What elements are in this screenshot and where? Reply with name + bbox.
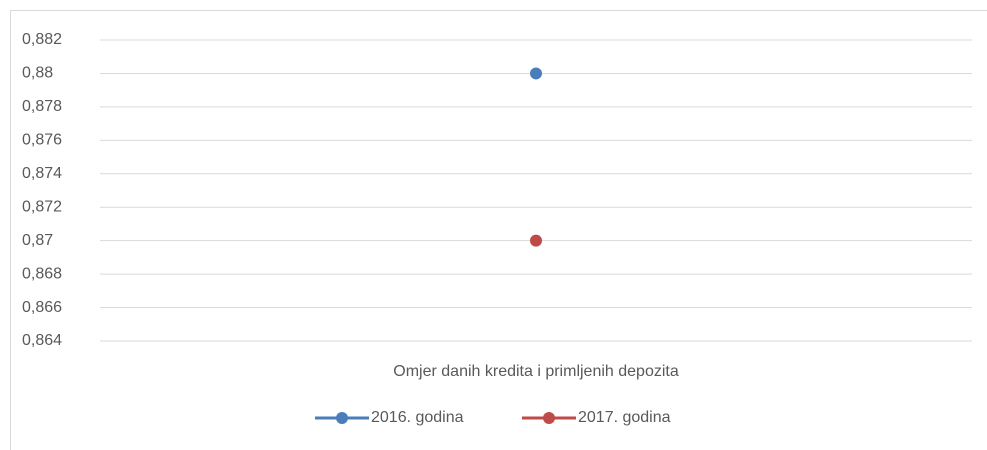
legend-marker [543, 412, 555, 424]
y-tick-label: 0,872 [22, 198, 62, 215]
data-point [530, 234, 542, 247]
y-tick-label: 0,876 [22, 132, 62, 149]
chart-frame [10, 10, 987, 450]
y-tick-label: 0,868 [22, 265, 62, 282]
y-tick-label: 0,882 [22, 31, 62, 48]
y-tick-label: 0,878 [22, 98, 62, 115]
data-point [530, 67, 542, 80]
legend-marker [336, 412, 348, 424]
x-tick-label: Omjer danih kredita i primljenih depozit… [393, 363, 679, 380]
legend-label: 2016. godina [371, 409, 464, 426]
legend-label: 2017. godina [578, 409, 671, 426]
y-tick-label: 0,866 [22, 299, 62, 316]
y-tick-label: 0,88 [22, 65, 53, 82]
y-tick-label: 0,874 [22, 165, 62, 182]
y-tick-label: 0,864 [22, 332, 62, 349]
y-tick-label: 0,87 [22, 232, 53, 249]
